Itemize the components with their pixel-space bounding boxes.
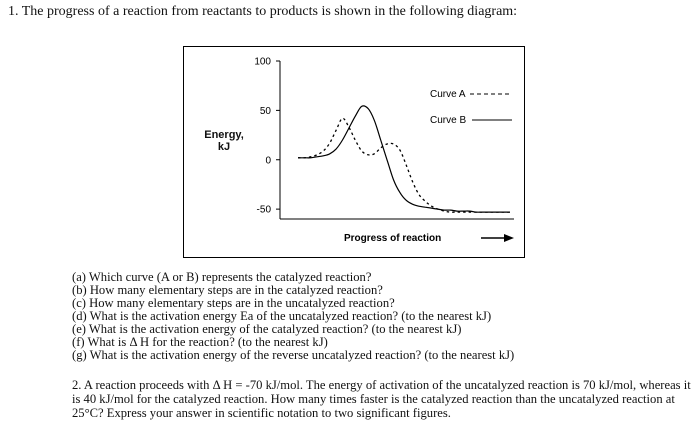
legend-label-curve-a: Curve A [430, 89, 466, 100]
question-f: (f) What is Δ H for the reaction? (to th… [72, 335, 328, 349]
y-axis-label-text: Energy, kJ [204, 129, 244, 153]
question-e: (e) What is the activation energy of the… [72, 322, 462, 336]
energy-diagram: Energy, kJ 100 50 0 -50 Progress of reaction C… [183, 46, 525, 258]
question-b: (b) How many elementary steps are in the… [72, 283, 383, 297]
problem-1-questions: (a) Which curve (A or B) represents the … [72, 271, 514, 362]
x-axis-label: Progress of reaction [344, 233, 441, 244]
y-tick-label: 50 [260, 106, 272, 117]
question-c: (c) How many elementary steps are in the… [72, 296, 395, 310]
y-axis-label: Energy, kJ [194, 129, 254, 153]
question-a: (a) Which curve (A or B) represents the … [72, 270, 372, 284]
y-tick-label: 100 [254, 57, 271, 68]
legend-label-curve-b: Curve B [430, 115, 466, 126]
series-line-curve-a [297, 117, 510, 213]
question-d: (d) What is the activation energy Ea of … [72, 309, 492, 323]
y-axis-label-word: Energy, [204, 129, 244, 141]
x-axis-arrow-head [504, 234, 514, 242]
problem-2-text: 2. A reaction proceeds with Δ H = -70 kJ… [72, 378, 691, 420]
energy-diagram-plot: 100 50 0 -50 Progress of reaction Curve A Curv… [254, 57, 514, 244]
question-g: (g) What is the activation energy of the… [72, 348, 515, 362]
y-tick-label: 0 [265, 155, 271, 166]
series-line-curve-b [298, 105, 510, 213]
problem-1-title: 1. The progress of a reaction from react… [8, 4, 518, 19]
y-tick-label: -50 [257, 205, 272, 216]
y-axis-label-word: kJ [217, 141, 231, 153]
